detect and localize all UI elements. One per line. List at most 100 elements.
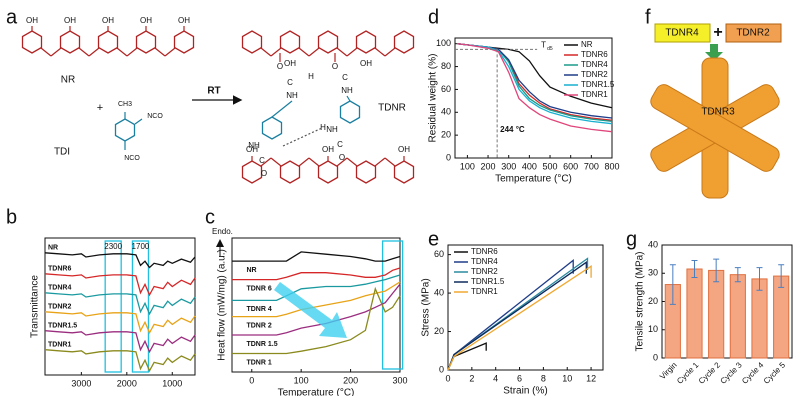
x-tick-label: 400 xyxy=(522,161,537,171)
ring xyxy=(114,118,136,142)
bar xyxy=(686,268,703,359)
x-tick-label: 700 xyxy=(584,161,599,171)
label: O xyxy=(339,153,345,162)
x-axis-label: Temperature (°C) xyxy=(278,388,355,396)
star xyxy=(650,57,780,199)
y-tick-label: 40 xyxy=(434,287,444,297)
bond xyxy=(384,157,396,167)
bond xyxy=(384,47,396,57)
annotation: d5 xyxy=(547,46,553,52)
ring xyxy=(21,30,43,54)
x-tick-label: Cycle 3 xyxy=(719,360,745,386)
legend-label: TDNR1.5 xyxy=(471,277,505,286)
series-line xyxy=(447,261,587,371)
series-line xyxy=(232,274,401,302)
label: OH xyxy=(398,145,410,154)
bar xyxy=(751,278,768,359)
series-line xyxy=(232,281,401,318)
series-line xyxy=(457,43,613,133)
ring xyxy=(241,160,263,184)
ring xyxy=(261,116,283,140)
bond xyxy=(298,157,310,167)
x-tick-label: 200 xyxy=(343,375,358,385)
label: C xyxy=(287,78,293,87)
label: TDNR2 xyxy=(736,28,770,39)
label: NH xyxy=(248,141,260,150)
bond xyxy=(346,95,351,102)
series-line xyxy=(44,349,196,373)
legend-label: TDNR1 xyxy=(471,287,498,296)
label: O xyxy=(261,169,267,178)
x-tick-label: 600 xyxy=(563,161,578,171)
star-arm xyxy=(650,84,780,172)
label: NCO xyxy=(147,113,163,120)
label: OH xyxy=(64,16,76,25)
x-tick-label: 0 xyxy=(249,375,254,385)
x-tick-label: 3000 xyxy=(71,378,91,388)
error-bar xyxy=(691,260,698,278)
label: RT xyxy=(207,86,220,97)
x-tick-label: 100 xyxy=(294,375,309,385)
error-bar xyxy=(713,258,720,283)
x-tick-label: 500 xyxy=(543,161,558,171)
y-tick-label: 60 xyxy=(441,84,451,94)
highlight-label: 1700 xyxy=(132,242,150,251)
series-label: TDNR6 xyxy=(48,266,71,273)
series-label: TDNR 6 xyxy=(246,285,271,292)
label: + xyxy=(97,102,103,114)
label: OH xyxy=(102,16,114,25)
series-line xyxy=(44,273,196,297)
label: TDNR xyxy=(378,103,406,114)
x-axis-label: Temperature (°C) xyxy=(495,174,572,185)
series-label: TDNR 1.5 xyxy=(246,341,277,348)
bond xyxy=(346,157,358,167)
bond xyxy=(260,157,272,167)
label: OH xyxy=(26,16,38,25)
bond xyxy=(88,47,100,57)
series-label: TDNR2 xyxy=(48,304,71,311)
ring xyxy=(317,160,339,184)
highlight-box xyxy=(131,240,150,373)
label: OH xyxy=(246,145,258,154)
bond xyxy=(271,100,293,118)
x-tick-label: 100 xyxy=(460,161,475,171)
y-tick-label: 20 xyxy=(648,296,658,306)
label: OH xyxy=(284,59,296,68)
legend-label: TDNR2 xyxy=(581,70,608,79)
panel-label: e xyxy=(428,228,439,250)
bond xyxy=(126,47,138,57)
series-line xyxy=(232,286,401,355)
arrow xyxy=(705,44,723,61)
label: OH xyxy=(322,145,334,154)
legend-label: TDNR2 xyxy=(471,267,498,276)
label: O xyxy=(332,62,338,71)
x-tick-label: 300 xyxy=(392,375,407,385)
legend-label: NR xyxy=(581,40,593,49)
legend-label: TDNR1 xyxy=(581,90,608,99)
bond xyxy=(308,47,320,57)
legend-label: TDNR4 xyxy=(471,257,498,266)
label: OH xyxy=(178,16,190,25)
label: OH xyxy=(360,59,372,68)
y-tick-label: 60 xyxy=(434,249,444,259)
y-axis-label: Stress (MPa) xyxy=(421,278,432,336)
bond xyxy=(270,47,282,57)
bond xyxy=(134,118,143,125)
x-tick-label: Cycle 5 xyxy=(762,360,788,386)
y-tick-label: 30 xyxy=(648,268,658,278)
x-tick-label: Cycle 4 xyxy=(740,360,766,386)
x-tick-label: 4 xyxy=(493,373,498,383)
label: NH xyxy=(341,86,353,95)
label: NH xyxy=(326,125,338,134)
panel-label: g xyxy=(626,228,637,250)
error-bar xyxy=(778,264,785,288)
y-axis-label: Heat flow (mW/mg) (a.u.) xyxy=(217,249,228,361)
ring xyxy=(339,100,361,124)
x-tick-label: 2 xyxy=(469,373,474,383)
bond xyxy=(374,157,386,167)
panel-label: f xyxy=(645,6,651,28)
y-tick-label: 40 xyxy=(648,239,658,249)
bond xyxy=(336,157,348,167)
series-label: TDNR1 xyxy=(48,342,71,349)
x-axis-label: Strain (%) xyxy=(503,386,547,396)
